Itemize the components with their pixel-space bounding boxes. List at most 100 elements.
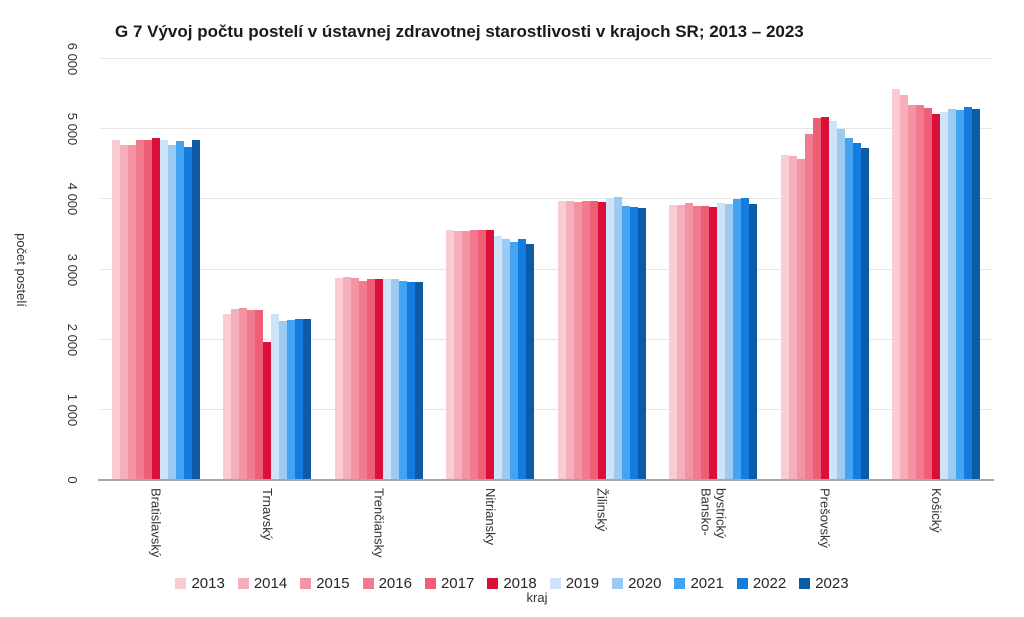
bar <box>932 113 941 480</box>
plot-area <box>100 58 992 480</box>
legend-item: 2014 <box>237 575 287 592</box>
x-category-label: Trnavský <box>259 488 275 541</box>
legend-swatch-icon <box>424 578 436 589</box>
bar <box>398 280 407 480</box>
legend-label: 2020 <box>628 575 662 592</box>
bar <box>780 155 789 480</box>
legend-item: 2022 <box>736 575 787 592</box>
bar-group <box>223 59 312 480</box>
bar <box>183 146 192 480</box>
bar <box>796 159 805 480</box>
legend-label: 2015 <box>316 575 350 592</box>
bar <box>629 207 638 480</box>
bar <box>972 108 981 480</box>
bar <box>366 279 375 480</box>
bar <box>303 318 312 480</box>
legend-label: 2018 <box>503 575 537 592</box>
legend-label: 2017 <box>440 575 475 592</box>
x-category-label: Žilinský <box>594 488 610 532</box>
bar-group <box>111 59 200 480</box>
bar-group <box>669 59 758 480</box>
bar <box>119 145 128 480</box>
x-category-label: Trenčiansky <box>371 488 387 558</box>
bar <box>669 204 678 480</box>
bar <box>175 141 184 480</box>
bar <box>852 143 861 480</box>
bar <box>701 205 710 480</box>
y-tick-label: 0 <box>65 476 80 484</box>
bar <box>502 238 511 480</box>
gridline <box>100 408 992 410</box>
legend-swatch-icon <box>487 578 499 589</box>
bar <box>167 145 176 480</box>
bar <box>741 197 750 480</box>
legend-item: 2023 <box>799 575 849 592</box>
bar <box>334 277 343 480</box>
bar <box>239 308 248 480</box>
legend-swatch-icon <box>362 578 374 589</box>
bar <box>637 208 646 480</box>
bar <box>462 230 471 480</box>
bar <box>446 229 455 480</box>
bar-group <box>334 59 423 480</box>
bar <box>709 207 718 480</box>
x-category-label: Bansko- bystrický <box>698 488 729 539</box>
x-axis-title: kraj <box>526 590 548 605</box>
gridline <box>100 268 992 270</box>
bar <box>350 277 359 480</box>
bar <box>342 276 351 480</box>
bar <box>486 229 495 480</box>
bar <box>263 341 272 480</box>
bar <box>605 197 614 480</box>
chart-title: G 7 Vývoj počtu postelí v ústavnej zdrav… <box>115 22 804 41</box>
gridline <box>100 198 992 200</box>
x-category-label: Nitriansky <box>482 488 498 546</box>
bar <box>135 140 144 480</box>
y-tick-label: 4 000 <box>65 183 80 216</box>
legend: 2013 2014 2015 2016 2017 2018 2019 2020 2021 2022… <box>0 575 1024 592</box>
x-category-label: Košický <box>928 488 944 533</box>
bar <box>231 308 240 480</box>
legend-label: 2021 <box>690 575 724 592</box>
bar <box>613 197 622 480</box>
bar <box>804 134 813 480</box>
bar <box>510 242 519 480</box>
bar <box>844 138 853 480</box>
legend-item: 2019 <box>549 575 599 592</box>
bar <box>597 202 606 480</box>
bar <box>518 239 527 480</box>
bar <box>812 117 821 480</box>
legend-swatch-icon <box>300 578 312 589</box>
bar <box>454 230 463 480</box>
bar <box>924 108 933 480</box>
bar <box>828 120 837 480</box>
bar <box>788 155 797 480</box>
bar <box>557 200 566 480</box>
bar <box>948 108 957 480</box>
bar <box>749 203 758 480</box>
bar <box>159 139 168 480</box>
bar <box>733 199 742 480</box>
y-tick-label: 1 000 <box>65 393 80 427</box>
gridline <box>100 338 992 340</box>
bar <box>191 139 200 480</box>
bar <box>860 148 869 480</box>
bar <box>725 203 734 480</box>
bar <box>621 205 630 480</box>
legend-label: 2023 <box>815 575 849 592</box>
legend-swatch-icon <box>612 578 624 589</box>
bar <box>358 280 367 480</box>
bar <box>717 202 726 480</box>
legend-label: 2022 <box>752 575 787 592</box>
bar-group <box>892 59 981 480</box>
gridline <box>100 58 992 59</box>
legend-swatch-icon <box>799 578 811 589</box>
bar <box>111 139 120 480</box>
y-tick-label: 6 000 <box>65 42 80 76</box>
bar <box>836 129 845 480</box>
bar <box>127 144 136 480</box>
bar <box>589 200 598 480</box>
x-category-label: Prešovský <box>817 488 833 548</box>
bar <box>820 117 829 480</box>
